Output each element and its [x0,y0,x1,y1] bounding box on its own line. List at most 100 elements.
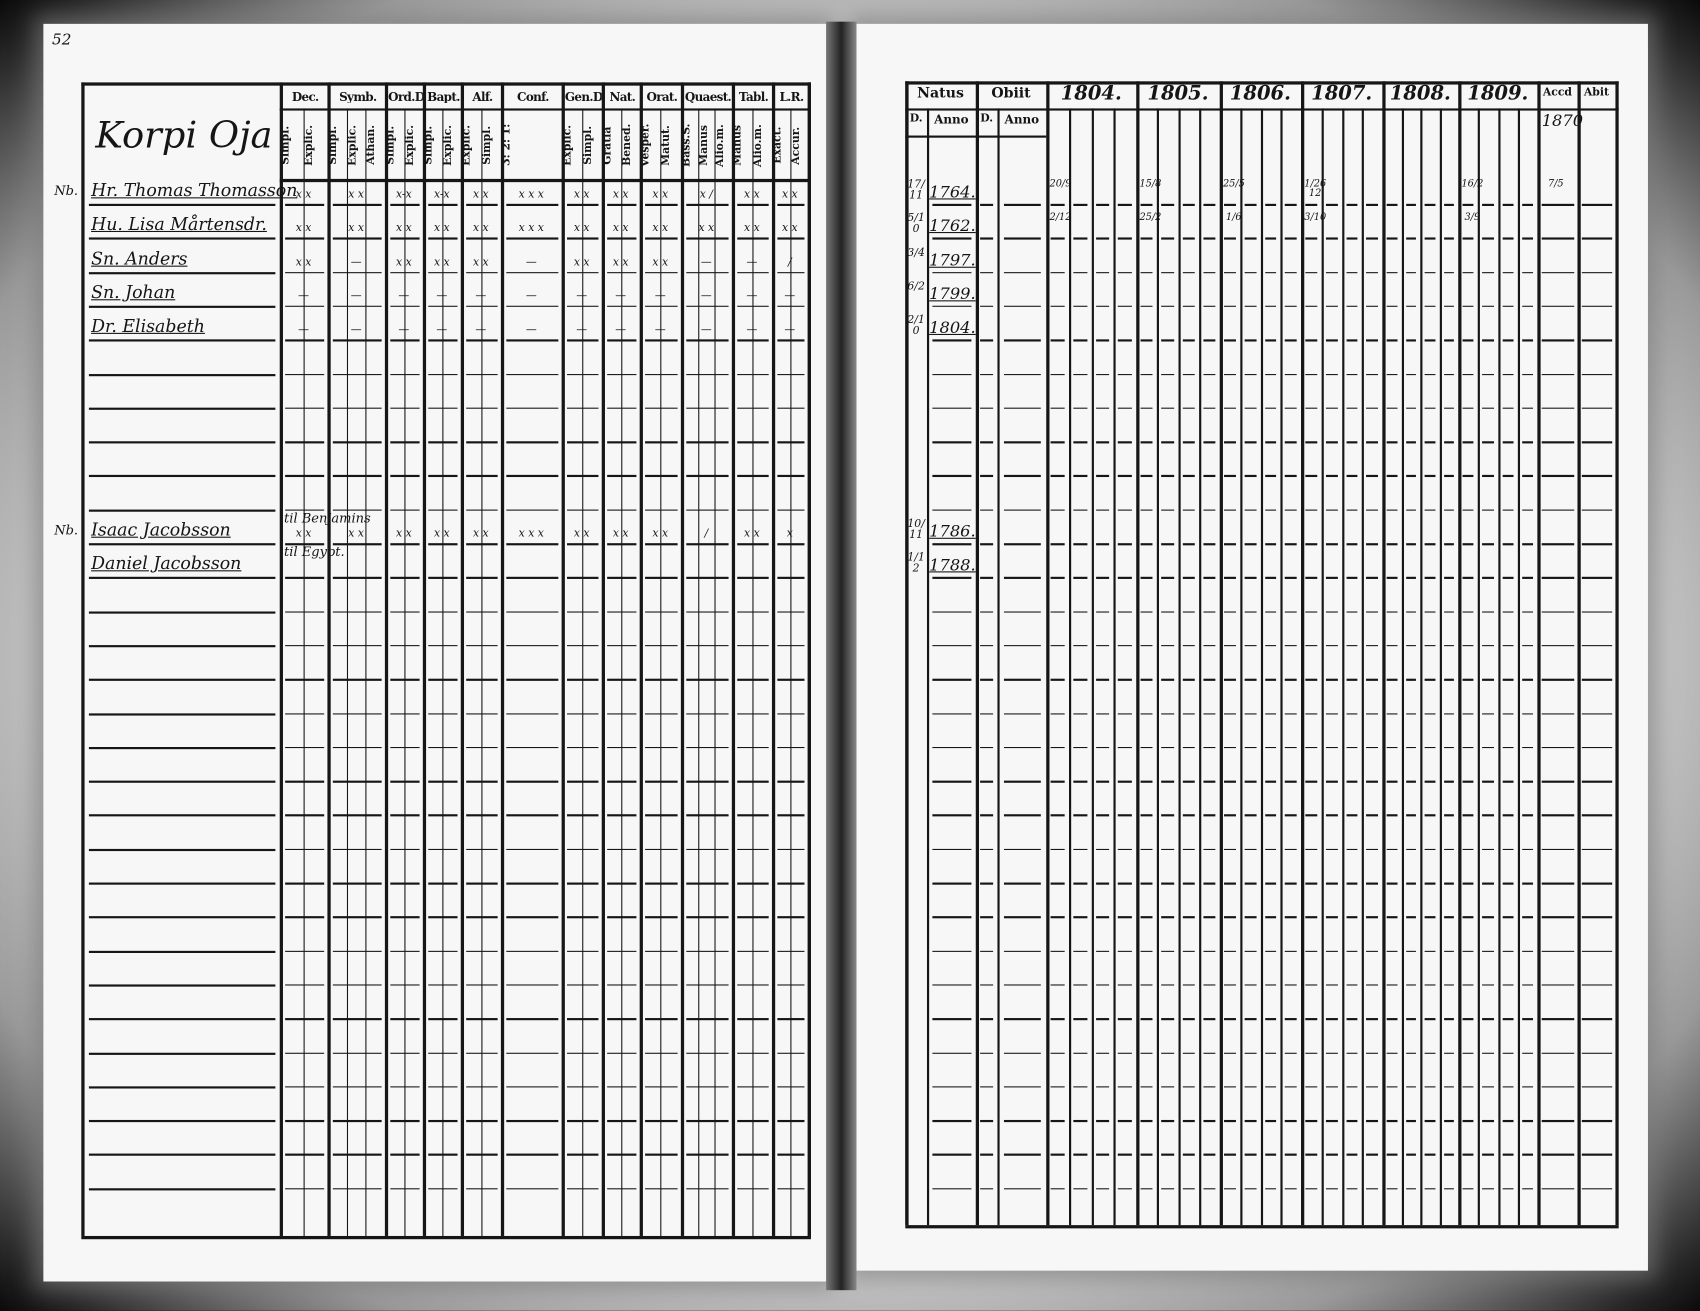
cell-row-line [1443,1153,1454,1156]
cell-row-line [1073,746,1087,749]
cell-row-line [737,1018,769,1020]
subcolumn-line [365,108,367,1236]
cell-row-line [1161,509,1174,511]
cell-row-line [466,712,498,715]
cell-row-line [1424,271,1435,274]
cell-row-line [1346,712,1358,715]
cell-row-line [1203,373,1216,376]
cell-row-line [1003,1187,1041,1190]
cell-row-line [1003,746,1041,749]
cell-row-line [1405,644,1416,647]
cell-row-line [1244,543,1257,545]
cell-row-line [1073,1018,1087,1020]
cell-row-line [1541,271,1575,274]
cell-row-line [506,305,559,308]
cell-row-line [1073,814,1087,817]
cell-row-line [686,848,729,851]
cell-row-line [1050,848,1065,851]
cell-row-line [980,1086,994,1088]
cell-row-line [1224,1187,1236,1190]
cell-row-line [980,950,994,953]
column-header: Ord.D [388,91,423,103]
cell-row-line [1462,678,1474,681]
cell-row-line [932,712,972,715]
cell-row-line [1224,407,1236,410]
cell-row-line [1366,814,1378,817]
cell-row-line [1462,1052,1474,1054]
cell-row-line [1073,644,1087,647]
cell-row-line [1264,950,1277,953]
cell-row-line [1224,373,1236,376]
cell-row-line [607,848,637,851]
cell-row-line [1161,577,1174,579]
cell-row-line [1462,848,1474,851]
name-row-line [88,1153,276,1157]
cell-row-line [390,882,420,885]
cell-row-line [1118,678,1132,681]
cell-row-line [506,746,559,749]
cell-row-line [1443,678,1454,681]
year-annotation: 3/10 [1304,212,1327,224]
name-row-line [88,577,276,580]
left-frame [81,82,85,1236]
cell-row-line [1203,509,1216,511]
cell-row-line [1118,237,1132,240]
cell-row-line [1325,203,1338,206]
right-frame [1615,81,1619,1226]
cell-row-line [1581,543,1613,545]
cell-row-line [1482,577,1494,579]
right-page [856,23,1648,1271]
exam-mark: — [350,256,362,269]
cell-row-line [1161,1187,1174,1190]
natus-year: 1762. [929,216,976,236]
cell-row-line [1541,1187,1575,1190]
exam-mark: x x x [518,188,544,201]
cell-row-line [645,611,678,613]
cell-row-line [1285,271,1297,274]
cell-row-line [686,712,729,715]
cell-row-line [932,373,972,376]
column-subheader: Simpl. [581,125,594,165]
exam-mark: — [615,324,627,337]
cell-row-line [1224,1120,1236,1122]
cell-row-line [567,950,599,953]
cell-row-line [1462,712,1474,715]
cell-row-line [1095,271,1110,274]
column-subheader: Explic. [303,124,316,166]
cell-row-line [1073,611,1087,613]
cell-row-line [506,780,559,783]
cell-row-line [607,1153,637,1156]
cell-row-line [428,678,458,681]
cell-row-line [1140,577,1153,579]
cell-row-line [506,203,559,206]
cell-row-line [1386,1187,1397,1190]
natus-day: 17/11 [907,178,925,202]
cell-row-line [1073,916,1087,919]
cell-row-line [1521,407,1534,410]
cell-row-line [1405,1187,1416,1190]
cell-row-line [1521,1187,1534,1190]
natus-year: 1799. [929,283,976,304]
cell-row-line [1325,712,1338,715]
cell-row-line [1581,305,1613,308]
cell-row-line [466,916,498,919]
cell-row-line [567,339,599,342]
cell-row-line [1118,780,1132,783]
cell-row-line [1182,237,1195,240]
cell-row-line [1502,644,1514,647]
column-subheader: Explic. [460,124,473,166]
cell-row-line [777,984,805,986]
cell-row-line [1581,1018,1613,1020]
cell-row-line [1462,305,1474,308]
cell-row-line [1095,475,1110,477]
cell-row-line [285,611,325,613]
cell-row-line [1095,882,1110,885]
cell-row-line [1095,509,1110,511]
column-line [731,82,736,1236]
cell-row-line [777,712,805,715]
cell-row-line [1482,848,1494,851]
column-subheader: Explic. [346,124,359,166]
cell-row-line [1366,237,1378,240]
cell-row-line [1118,339,1132,342]
cell-row-line [1203,611,1216,613]
